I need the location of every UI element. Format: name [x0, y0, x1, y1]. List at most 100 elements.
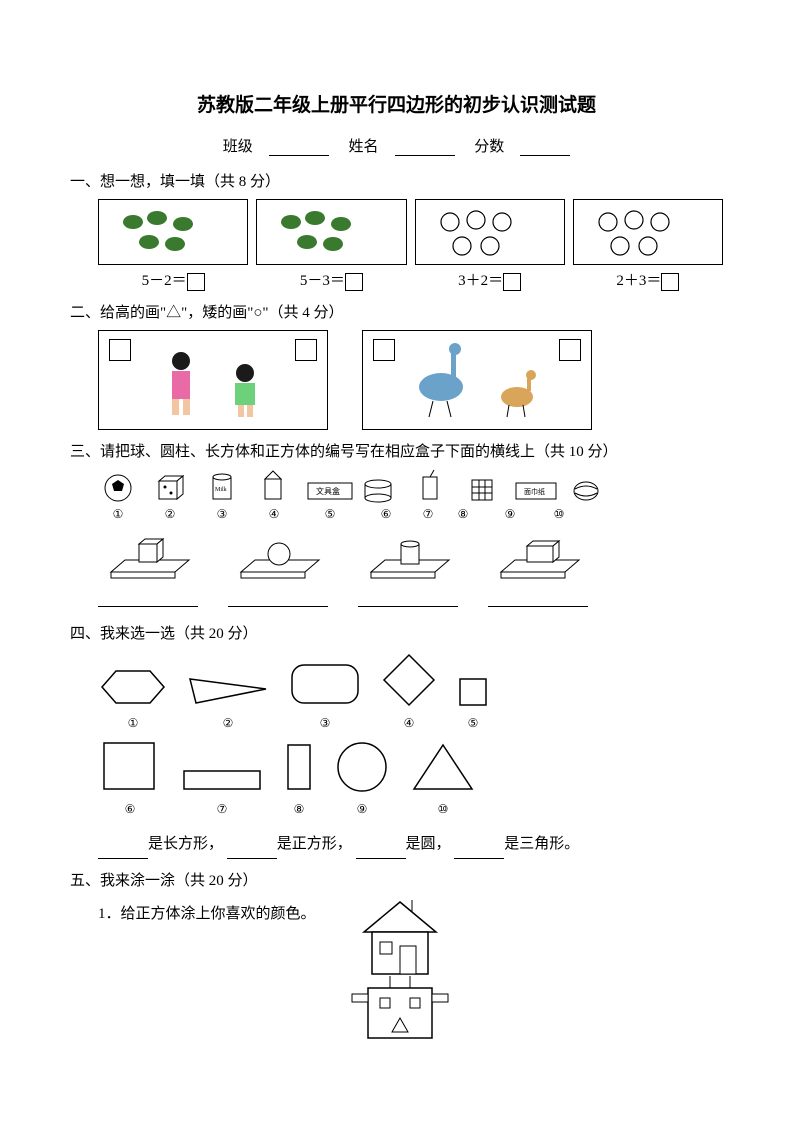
- q2-heading: 二、给高的画"△"，矮的画"○"（共 4 分）: [70, 301, 723, 322]
- shape-label: ②: [186, 716, 270, 731]
- score-label: 分数: [474, 135, 504, 156]
- eq-1: 5－2＝: [142, 273, 187, 289]
- shape-label: ④: [380, 716, 438, 731]
- triangle-icon: [408, 739, 478, 795]
- section-1: 一、想一想，填一填（共 8 分） 5－2＝ 5－3＝ 3＋2＝ 2＋3＝: [70, 170, 723, 291]
- q5-heading: 五、我来涂一涂（共 20 分）: [70, 869, 723, 890]
- turtles-icon: [113, 204, 233, 260]
- svg-text:面巾纸: 面巾纸: [524, 487, 545, 496]
- juice-box-icon: [420, 469, 440, 503]
- small-square-icon: [456, 675, 490, 709]
- answer-box[interactable]: [661, 273, 679, 291]
- eq-2: 5－3＝: [300, 273, 345, 289]
- q1-box-3: [415, 199, 565, 265]
- hexagon-icon: [98, 665, 168, 709]
- text: 是长方形，: [148, 836, 223, 852]
- answer-blank[interactable]: [356, 843, 406, 859]
- section-2: 二、给高的画"△"，矮的画"○"（共 4 分）: [70, 301, 723, 430]
- svg-text:文具盒: 文具盒: [316, 486, 340, 496]
- num-10: ⑩: [544, 507, 574, 522]
- shape-label: ⑩: [408, 802, 478, 817]
- answer-line[interactable]: [358, 593, 458, 607]
- text: 是三角形。: [504, 836, 579, 852]
- num-1: ①: [98, 507, 138, 522]
- page-title: 苏教版二年级上册平行四边形的初步认识测试题: [70, 90, 723, 117]
- num-5: ⑤: [306, 507, 354, 522]
- answer-blank[interactable]: [227, 843, 277, 859]
- num-6: ⑥: [366, 507, 406, 522]
- tray-sphere-icon: [233, 536, 323, 582]
- square-icon: [98, 739, 162, 795]
- eq-3: 3＋2＝: [458, 273, 503, 289]
- eq-4: 2＋3＝: [616, 273, 661, 289]
- q1-box-2: [256, 199, 406, 265]
- answer-box[interactable]: [187, 273, 205, 291]
- answer-box[interactable]: [503, 273, 521, 291]
- shape-label: ①: [98, 716, 168, 731]
- q1-heading: 一、想一想，填一填（共 8 分）: [70, 170, 723, 191]
- answer-box[interactable]: [345, 273, 363, 291]
- section-5: 五、我来涂一涂（共 20 分） 1．给正方体涂上你喜欢的颜色。: [70, 869, 723, 1048]
- mark-box[interactable]: [109, 339, 131, 361]
- chicks-icon: [430, 204, 550, 260]
- deer-icon: [491, 363, 547, 419]
- section-4: 四、我来选一选（共 20 分） ① ② ③ ④ ⑤ ⑥ ⑦ ⑧ ⑨ ⑩ 是长方形…: [70, 622, 723, 859]
- tray-cylinder-icon: [363, 536, 453, 582]
- mark-box[interactable]: [373, 339, 395, 361]
- shape-label: ⑧: [282, 802, 316, 817]
- answer-blank[interactable]: [454, 843, 504, 859]
- num-4: ④: [254, 507, 294, 522]
- girl-short-icon: [220, 361, 270, 419]
- tall-rect-icon: [282, 741, 316, 795]
- score-blank[interactable]: [520, 140, 570, 156]
- q3-numbers: ① ② ③ ④ ⑤ ⑥ ⑦ ⑧ ⑨ ⑩: [98, 507, 723, 522]
- house-robot-icon: [340, 898, 460, 1048]
- answer-line[interactable]: [488, 593, 588, 607]
- answer-line[interactable]: [98, 593, 198, 607]
- circle-icon: [334, 739, 390, 795]
- wide-rect-icon: [180, 767, 264, 795]
- q1-box-1: [98, 199, 248, 265]
- q4-heading: 四、我来选一选（共 20 分）: [70, 622, 723, 643]
- num-8: ⑧: [450, 507, 476, 522]
- q1-box-4: [573, 199, 723, 265]
- text: 是正方形，: [277, 836, 352, 852]
- shape-label: ③: [288, 716, 362, 731]
- q3-items: Milk 文具盒 面巾纸: [98, 469, 723, 503]
- rounded-rect-icon: [288, 661, 362, 709]
- turtles-icon: [271, 204, 391, 260]
- milk-can-icon: Milk: [209, 471, 235, 503]
- name-blank[interactable]: [395, 140, 455, 156]
- answer-blank[interactable]: [98, 843, 148, 859]
- soccer-ball-icon: [103, 473, 133, 503]
- svg-text:Milk: Milk: [215, 487, 227, 493]
- pencil-case-icon: 文具盒: [306, 479, 354, 503]
- q4-sentence: 是长方形， 是正方形， 是圆， 是三角形。: [98, 829, 723, 859]
- class-blank[interactable]: [269, 140, 329, 156]
- q1-equations: 5－2＝ 5－3＝ 3＋2＝ 2＋3＝: [98, 269, 723, 291]
- tissue-box-icon: 面巾纸: [514, 479, 558, 503]
- q2-box-animals: [362, 330, 592, 430]
- dice-icon: [156, 475, 184, 503]
- tray-cube-icon: [103, 536, 193, 582]
- name-label: 姓名: [348, 135, 378, 156]
- info-line: 班级 姓名 分数: [70, 135, 723, 156]
- answer-line[interactable]: [228, 593, 328, 607]
- ostrich-icon: [407, 339, 477, 419]
- milk-carton-icon: [261, 469, 287, 503]
- triangle-long-icon: [186, 673, 270, 709]
- mark-box[interactable]: [295, 339, 317, 361]
- tray-cuboid-icon: [493, 536, 583, 582]
- q2-box-girls: [98, 330, 328, 430]
- mark-box[interactable]: [559, 339, 581, 361]
- q5-sub1: 1．给正方体涂上你喜欢的颜色。: [98, 898, 316, 923]
- section-3: 三、请把球、圆柱、长方体和正方体的编号写在相应盒子下面的横线上（共 10 分） …: [70, 440, 723, 612]
- shape-label: ⑦: [180, 802, 264, 817]
- num-2: ②: [150, 507, 190, 522]
- num-3: ③: [202, 507, 242, 522]
- q3-trays: [98, 536, 723, 612]
- num-7: ⑦: [418, 507, 438, 522]
- rubiks-cube-icon: [469, 477, 495, 503]
- num-9: ⑨: [488, 507, 532, 522]
- ball-yarn-icon: [571, 479, 601, 503]
